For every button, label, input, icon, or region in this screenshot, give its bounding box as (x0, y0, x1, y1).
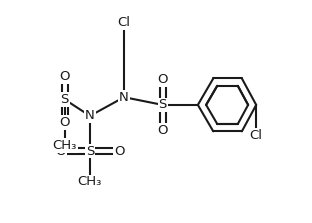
Text: Cl: Cl (250, 129, 263, 142)
Text: N: N (85, 109, 95, 122)
Text: S: S (61, 93, 69, 106)
Text: Cl: Cl (118, 16, 130, 29)
Text: CH₃: CH₃ (78, 176, 102, 188)
Text: O: O (157, 73, 168, 86)
Text: S: S (86, 145, 94, 158)
Text: O: O (114, 145, 124, 158)
Text: S: S (158, 98, 167, 112)
Text: O: O (157, 124, 168, 137)
Text: O: O (59, 116, 70, 129)
Text: O: O (56, 145, 66, 158)
Text: N: N (119, 91, 129, 104)
Text: O: O (59, 70, 70, 83)
Text: CH₃: CH₃ (52, 139, 77, 152)
